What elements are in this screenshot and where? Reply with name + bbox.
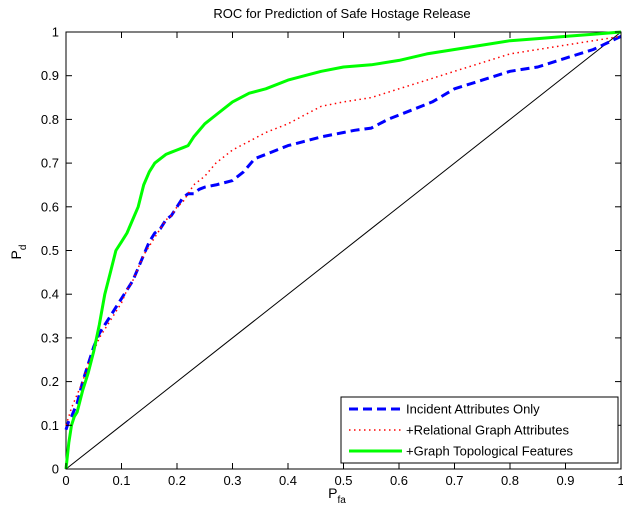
x-axis-label-main: P bbox=[328, 485, 337, 501]
y-tick-label: 0.8 bbox=[41, 112, 59, 127]
x-tick-label: 0.8 bbox=[501, 473, 519, 488]
x-tick-label: 0.6 bbox=[390, 473, 408, 488]
chart-title: ROC for Prediction of Safe Hostage Relea… bbox=[213, 6, 470, 21]
y-tick-label: 0.1 bbox=[41, 418, 59, 433]
legend-label-3: +Graph Topological Features bbox=[406, 444, 574, 459]
tick-layer: 0 0.1 0.2 0.3 0.4 0.5 0.6 0.7 0.8 0.9 1 0 0.1 0.2 0.3 0… bbox=[41, 25, 623, 489]
y-tick-label: 1 bbox=[52, 25, 59, 40]
y-tick-label: 0.2 bbox=[41, 374, 59, 389]
x-tick-label: 0 bbox=[62, 473, 69, 488]
y-axis-label: Pd bbox=[8, 245, 29, 260]
legend-label-2: +Relational Graph Attributes bbox=[406, 423, 569, 438]
y-tick-label: 0.7 bbox=[41, 156, 59, 171]
y-tick-label: 0.6 bbox=[41, 199, 59, 214]
series-line-1 bbox=[64, 35, 622, 431]
x-tick-label: 0.4 bbox=[279, 473, 297, 488]
x-axis-label: Pfa bbox=[328, 485, 346, 506]
reference-layer bbox=[65, 31, 622, 470]
x-axis-label-sub: fa bbox=[338, 495, 347, 506]
y-axis-label-main: P bbox=[8, 250, 24, 259]
y-tick-label: 0.3 bbox=[41, 330, 59, 345]
chance-diagonal-line bbox=[65, 31, 622, 470]
x-tick-label: 0.9 bbox=[556, 473, 574, 488]
x-tick-label: 1 bbox=[617, 473, 623, 488]
x-tick-label: 0.1 bbox=[112, 473, 130, 488]
x-tick-label: 0.3 bbox=[223, 473, 241, 488]
series-layer bbox=[64, 30, 622, 470]
y-tick-label: 0 bbox=[52, 462, 59, 477]
legend: Incident Attributes Only +Relational Grap… bbox=[340, 396, 619, 464]
series-line-3 bbox=[64, 30, 622, 470]
y-tick-label: 0.5 bbox=[41, 243, 59, 258]
legend-label-1: Incident Attributes Only bbox=[406, 402, 540, 417]
series-line-2 bbox=[65, 35, 622, 426]
y-axis-label-sub: d bbox=[18, 245, 29, 251]
x-tick-label: 0.5 bbox=[334, 473, 352, 488]
x-tick-label: 0.2 bbox=[168, 473, 186, 488]
y-tick-label: 0.4 bbox=[41, 287, 59, 302]
x-tick-label: 0.7 bbox=[445, 473, 463, 488]
y-tick-label: 0.9 bbox=[41, 68, 59, 83]
